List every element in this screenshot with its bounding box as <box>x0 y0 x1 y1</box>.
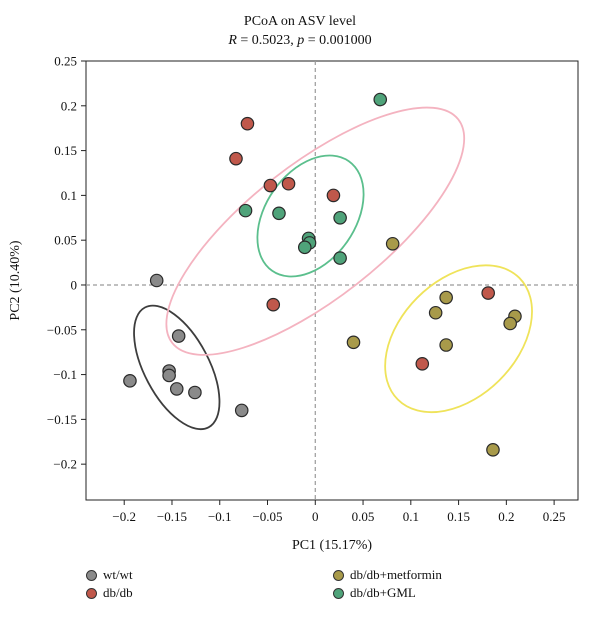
data-point <box>297 240 312 255</box>
x-tick-label: 0.25 <box>543 509 566 524</box>
data-point <box>326 188 341 203</box>
data-point <box>149 273 164 288</box>
p-value: = 0.001000 <box>304 33 372 48</box>
y-axis-title: PC2 (10.40%) <box>8 240 23 320</box>
data-point <box>503 316 517 331</box>
data-point <box>385 236 400 251</box>
data-point <box>486 443 500 457</box>
y-tick-label: −0.05 <box>47 322 77 337</box>
data-point <box>428 305 443 320</box>
data-point <box>188 385 202 400</box>
y-tick-label: 0.2 <box>61 98 77 113</box>
legend-swatch-db-db <box>86 587 97 599</box>
confidence-ellipse <box>165 106 466 356</box>
legend-swatch-db-db-gml <box>333 587 344 599</box>
x-tick-label: 0.05 <box>352 509 375 524</box>
x-tick-label: −0.05 <box>252 509 282 524</box>
legend-label-wt-wt: wt/wt <box>103 567 133 582</box>
plot-frame <box>85 60 579 501</box>
y-tick-label: 0.15 <box>54 143 77 158</box>
data-point <box>229 151 243 166</box>
x-tick-label: 0.1 <box>403 509 419 524</box>
data-point <box>240 116 255 131</box>
r-value: = 0.5023, <box>236 33 298 48</box>
data-point <box>272 206 286 221</box>
y-tick-label: 0.25 <box>54 54 77 69</box>
legend-swatch-wt-wt <box>86 569 97 581</box>
data-point <box>263 178 278 193</box>
y-tick-label: −0.2 <box>53 457 77 472</box>
y-tick-label: 0.05 <box>54 233 77 248</box>
legend-item-db-db-gml: db/db+GML <box>333 585 416 601</box>
y-tick-label: −0.15 <box>47 412 77 427</box>
y-tick-label: −0.1 <box>53 367 77 382</box>
data-point <box>238 203 253 218</box>
data-point <box>281 176 296 191</box>
legend-item-db-db-metformin: db/db+metformin <box>333 567 442 583</box>
x-axis-title: PC1 (15.17%) <box>292 538 372 553</box>
data-point <box>373 92 388 107</box>
x-tick-label: −0.15 <box>157 509 187 524</box>
x-tick-label: 0.15 <box>447 509 470 524</box>
data-point <box>333 210 347 225</box>
y-tick-label: 0.1 <box>61 188 77 203</box>
x-tick-label: 0.2 <box>498 509 514 524</box>
data-point <box>481 286 495 300</box>
data-point <box>415 357 430 371</box>
data-point <box>333 251 347 265</box>
chart-subtitle: R = 0.5023, p = 0.001000 <box>0 33 600 49</box>
data-point <box>162 368 176 383</box>
x-tick-label: −0.2 <box>112 509 136 524</box>
data-point <box>346 335 361 350</box>
data-point <box>439 338 453 352</box>
legend-label-db-db: db/db <box>103 585 133 600</box>
p-symbol: p <box>297 33 305 48</box>
data-point <box>123 374 137 388</box>
data-point <box>169 382 184 396</box>
data-point <box>266 297 281 312</box>
chart-title: PCoA on ASV level <box>243 14 357 29</box>
legend-label-db-db-metformin: db/db+metformin <box>350 567 442 582</box>
data-point <box>234 403 249 418</box>
legend-swatch-db-db-metformin <box>333 569 344 581</box>
x-tick-label: 0 <box>312 509 319 524</box>
r-symbol: R <box>228 33 237 48</box>
y-tick-label: 0 <box>71 277 78 292</box>
legend-item-wt-wt: wt/wt <box>86 567 133 583</box>
confidence-ellipse <box>256 154 365 278</box>
data-point <box>171 329 186 343</box>
data-point <box>439 290 453 305</box>
x-tick-label: −0.1 <box>208 509 232 524</box>
confidence-ellipse <box>133 304 221 431</box>
legend-item-db-db: db/db <box>86 585 133 601</box>
legend-label-db-db-gml: db/db+GML <box>350 585 416 600</box>
confidence-ellipse <box>384 264 533 414</box>
